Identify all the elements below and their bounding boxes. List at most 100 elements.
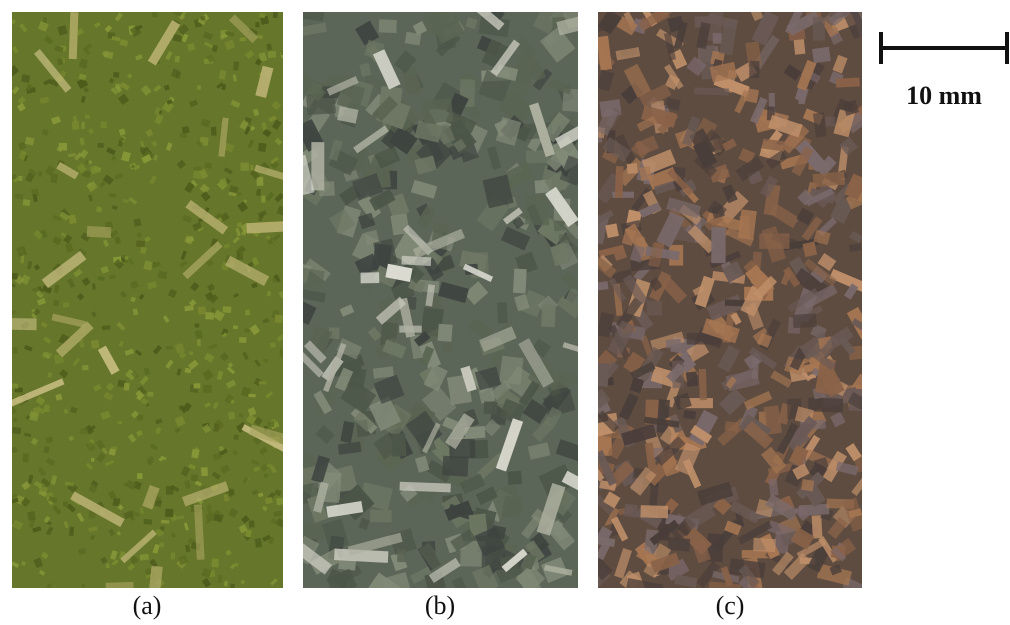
- texture-piece: [276, 498, 284, 506]
- panel-label: (c): [716, 591, 745, 620]
- texture-piece: [261, 196, 265, 203]
- texture-piece: [240, 252, 243, 257]
- texture-piece: [240, 163, 249, 171]
- texture-piece: [759, 233, 789, 248]
- texture-piece: [85, 115, 90, 119]
- texture-piece: [233, 61, 239, 70]
- texture-piece: [228, 412, 235, 420]
- figure: (a) (b) (c) 10 mm: [0, 0, 1010, 625]
- texture-piece: [100, 121, 106, 128]
- texture-piece: [228, 489, 234, 495]
- texture-piece: [12, 427, 21, 434]
- texture-piece: [813, 171, 846, 187]
- texture-piece: [233, 434, 238, 440]
- texture-piece: [370, 510, 392, 523]
- texture-piece: [18, 176, 22, 181]
- texture-piece: [801, 479, 814, 491]
- texture-piece: [250, 165, 254, 171]
- texture-piece: [63, 502, 68, 507]
- texture-piece: [749, 61, 759, 78]
- texture-piece: [147, 392, 153, 397]
- scale-bar: [881, 32, 1007, 64]
- texture-piece: [152, 12, 158, 18]
- texture-piece: [627, 163, 638, 174]
- texture-piece: [191, 474, 198, 481]
- texture-piece: [275, 315, 283, 323]
- texture-piece: [109, 275, 115, 279]
- texture-piece: [793, 314, 817, 329]
- texture-piece: [683, 410, 696, 420]
- texture-piece: [82, 365, 88, 370]
- texture-piece: [595, 363, 610, 387]
- texture-piece: [80, 428, 89, 435]
- texture-piece: [400, 482, 451, 493]
- texture-piece: [259, 381, 267, 384]
- texture-piece: [97, 143, 103, 148]
- texture-piece: [21, 74, 30, 83]
- texture-piece: [207, 505, 212, 513]
- texture-piece: [239, 37, 246, 41]
- texture-piece: [69, 12, 79, 59]
- texture-piece: [201, 16, 206, 21]
- texture-piece: [203, 385, 212, 393]
- texture-piece: [273, 11, 278, 18]
- texture-piece: [140, 508, 144, 514]
- texture-piece: [245, 310, 250, 316]
- texture-piece: [161, 520, 169, 524]
- texture-piece: [266, 44, 271, 51]
- texture-piece: [753, 538, 776, 552]
- texture-piece: [166, 346, 172, 349]
- texture-piece: [512, 81, 529, 96]
- texture-piece: [205, 162, 212, 168]
- texture-piece: [541, 304, 556, 327]
- texture-piece: [525, 195, 550, 225]
- texture-piece: [195, 323, 200, 327]
- texture-piece: [12, 347, 18, 354]
- texture-piece: [713, 33, 722, 44]
- texture-piece: [113, 72, 119, 78]
- texture-piece: [422, 98, 454, 124]
- texture-piece: [91, 340, 100, 349]
- texture-piece: [213, 424, 219, 432]
- texture-piece: [180, 133, 187, 138]
- texture-piece: [197, 339, 201, 346]
- texture-piece: [23, 199, 31, 206]
- texture-piece: [686, 371, 698, 387]
- texture-piece: [258, 143, 266, 152]
- texture-piece: [507, 471, 522, 485]
- texture-piece: [106, 563, 110, 568]
- texture-piece: [124, 383, 130, 391]
- texture-piece: [37, 171, 42, 177]
- texture-piece: [171, 552, 176, 559]
- texture-piece: [699, 369, 707, 400]
- texture-piece: [223, 306, 232, 313]
- texture-piece: [8, 318, 37, 330]
- texture-piece: [63, 302, 69, 307]
- texture-piece: [311, 142, 324, 190]
- texture-piece: [255, 538, 262, 548]
- texture-piece: [81, 122, 85, 129]
- texture-piece: [205, 312, 214, 319]
- texture-piece: [484, 401, 498, 414]
- texture-piece: [248, 394, 255, 398]
- texture-piece: [194, 383, 201, 388]
- texture-piece: [812, 47, 831, 64]
- texture-piece: [137, 414, 143, 420]
- texture-piece: [361, 272, 380, 283]
- texture-piece: [711, 227, 725, 263]
- texture-piece: [397, 549, 406, 562]
- texture-piece: [92, 283, 96, 290]
- texture-piece: [44, 405, 49, 412]
- texture-piece: [249, 520, 255, 527]
- texture-piece: [605, 223, 619, 238]
- panel-label: (b): [425, 591, 455, 620]
- texture-piece: [193, 166, 201, 170]
- texture-piece: [109, 448, 116, 455]
- texture-piece: [825, 117, 835, 127]
- texture-piece: [270, 342, 276, 347]
- texture-piece: [647, 301, 663, 316]
- texture-piece: [812, 515, 823, 538]
- texture-piece: [239, 337, 246, 343]
- texture-piece: [197, 85, 201, 89]
- texture-piece: [379, 19, 397, 33]
